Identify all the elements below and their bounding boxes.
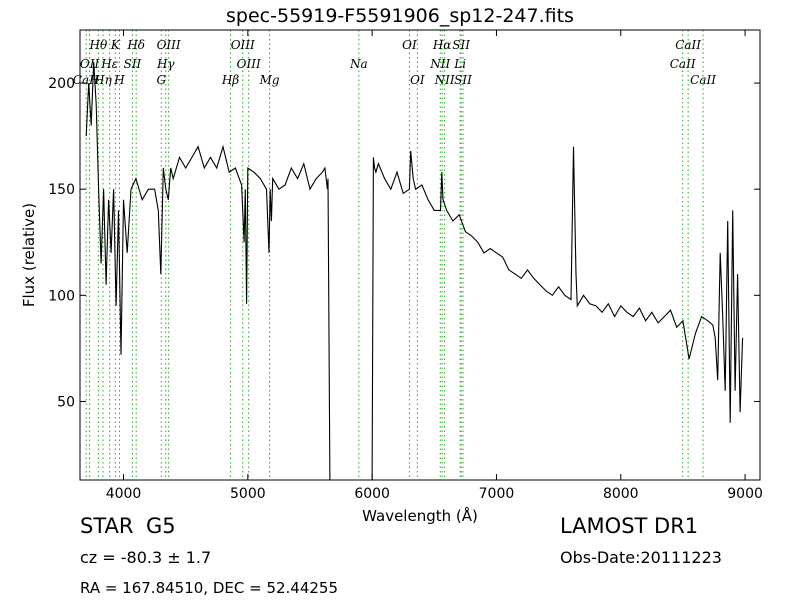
line-marker-label: CaII: [670, 57, 696, 71]
line-marker-label: Hδ: [126, 38, 145, 52]
line-marker-label: OII: [80, 57, 100, 71]
y-tick-label: 50: [57, 394, 75, 410]
redshift-text: cz = -80.3 ± 1.7: [80, 548, 212, 567]
x-tick-label: 8000: [603, 486, 639, 502]
y-tick-label: 200: [48, 76, 75, 92]
line-marker-label: CaII: [675, 38, 701, 52]
line-marker-label: K: [110, 38, 121, 52]
line-markers-layer: [85, 30, 704, 480]
line-marker-label: SII: [452, 38, 470, 52]
line-marker-label: SII: [454, 73, 472, 87]
line-marker-label: Na: [349, 57, 368, 71]
line-marker-label: Hα: [432, 38, 452, 52]
y-tick-label: 100: [48, 288, 75, 304]
line-marker-label: Hε: [100, 57, 118, 71]
line-marker-label: CaH: [73, 73, 100, 87]
line-marker-label: OIII: [231, 38, 255, 52]
line-marker-label: SII: [124, 57, 142, 71]
line-marker-label: OI: [410, 73, 425, 87]
line-marker-label: OIII: [237, 57, 261, 71]
subclass-label: G5: [146, 514, 176, 538]
line-marker-label: G: [157, 73, 167, 87]
y-axis-label: Flux (relative): [20, 203, 38, 307]
line-marker-label: OI: [402, 38, 417, 52]
x-tick-label: 4000: [106, 486, 142, 502]
x-tick-label: 6000: [354, 486, 390, 502]
line-marker-label: Hη: [93, 73, 112, 87]
line-marker-label: Li: [453, 57, 466, 71]
spectrum-line: [85, 61, 744, 481]
line-marker-label: NII: [429, 57, 450, 71]
line-marker-label: CaII: [690, 73, 716, 87]
observation-date-text: Obs-Date:20111223: [560, 548, 722, 567]
line-marker-label: NII: [434, 73, 455, 87]
y-tick-label: 150: [48, 182, 75, 198]
plot-frame: [79, 29, 761, 481]
line-marker-label: Mg: [259, 73, 280, 87]
x-tick-label: 5000: [230, 486, 266, 502]
x-axis-label: Wavelength (Å): [362, 506, 478, 525]
survey-label: LAMOST DR1: [560, 514, 699, 538]
object-class-label: STAR: [80, 514, 134, 538]
line-marker-label: H: [113, 73, 125, 87]
line-marker-label: Hβ: [221, 73, 239, 87]
chart-title: spec-55919-F5591906_sp12-247.fits: [226, 5, 574, 27]
line-marker-label: OIII: [157, 38, 181, 52]
line-marker-label: Hγ: [156, 57, 175, 71]
coordinates-text: RA = 167.84510, DEC = 52.44255: [80, 579, 339, 597]
x-tick-label: 9000: [727, 486, 763, 502]
line-marker-label: Hθ: [89, 38, 108, 52]
x-tick-label: 7000: [479, 486, 515, 502]
axis-ticks-layer: 4000 5000 6000 7000 8000 9000 50 100 150 200: [48, 30, 763, 502]
